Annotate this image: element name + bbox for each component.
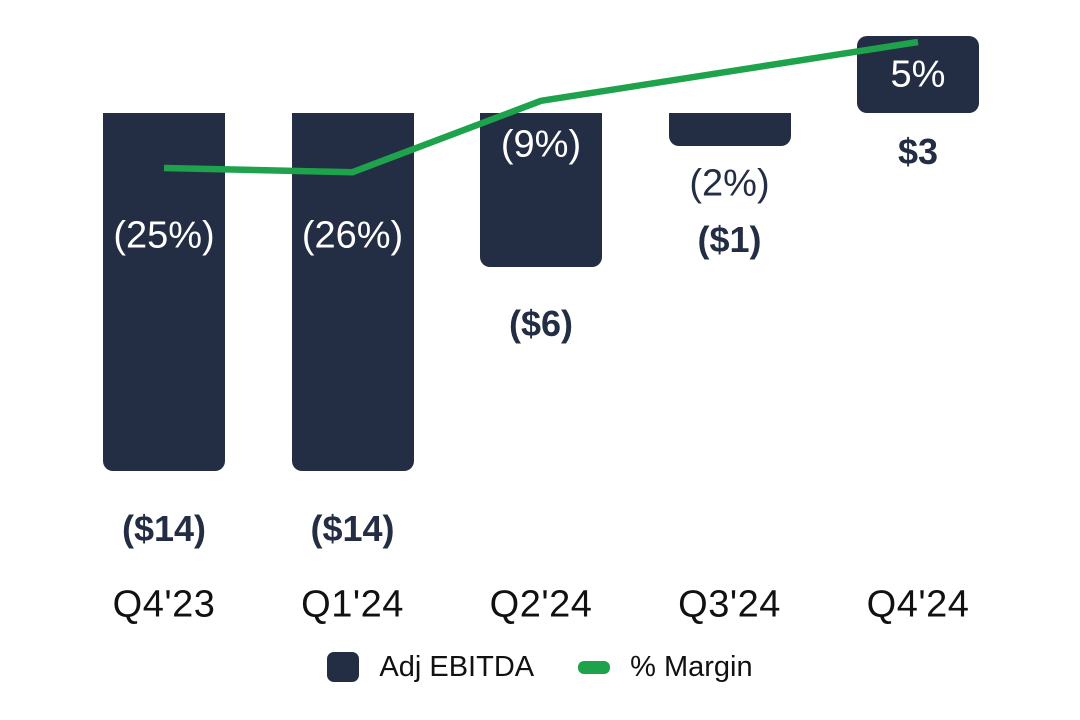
ebitda-value-label: $3	[897, 131, 939, 172]
ebitda-value-label: ($1)	[697, 219, 762, 260]
legend-item-adj-ebitda: Adj EBITDA	[327, 651, 534, 684]
ebitda-bar-q1-24	[291, 113, 414, 471]
margin-value-label: (2%)	[689, 162, 770, 205]
ebitda-bar-q3-24	[668, 113, 791, 146]
margin-line-swatch-icon	[578, 660, 611, 674]
ebitda-value-label: ($14)	[121, 508, 207, 549]
ebitda-value-label: ($6)	[508, 303, 574, 344]
margin-value-label: 5%	[890, 53, 946, 96]
legend: Adj EBITDA % Margin	[0, 643, 1080, 691]
legend-label-adj-ebitda: Adj EBITDA	[379, 650, 535, 683]
legend-label-margin: % Margin	[630, 650, 753, 683]
adj-ebitda-swatch-icon	[327, 652, 360, 682]
x-axis-label-q3-24: Q3'24	[678, 583, 781, 626]
ebitda-value-label: ($14)	[310, 508, 395, 549]
x-axis-label-q2-24: Q2'24	[489, 583, 593, 626]
x-axis-label-q4-23: Q4'23	[112, 583, 216, 626]
x-axis-label-q4-24: Q4'24	[866, 583, 970, 626]
margin-value-label: (26%)	[301, 214, 404, 257]
legend-item-margin: % Margin	[578, 651, 753, 684]
ebitda-bar-q4-23	[103, 113, 225, 471]
x-axis-label-q1-24: Q1'24	[301, 583, 404, 626]
margin-value-label: (25%)	[113, 214, 215, 257]
margin-value-label: (9%)	[500, 123, 582, 166]
